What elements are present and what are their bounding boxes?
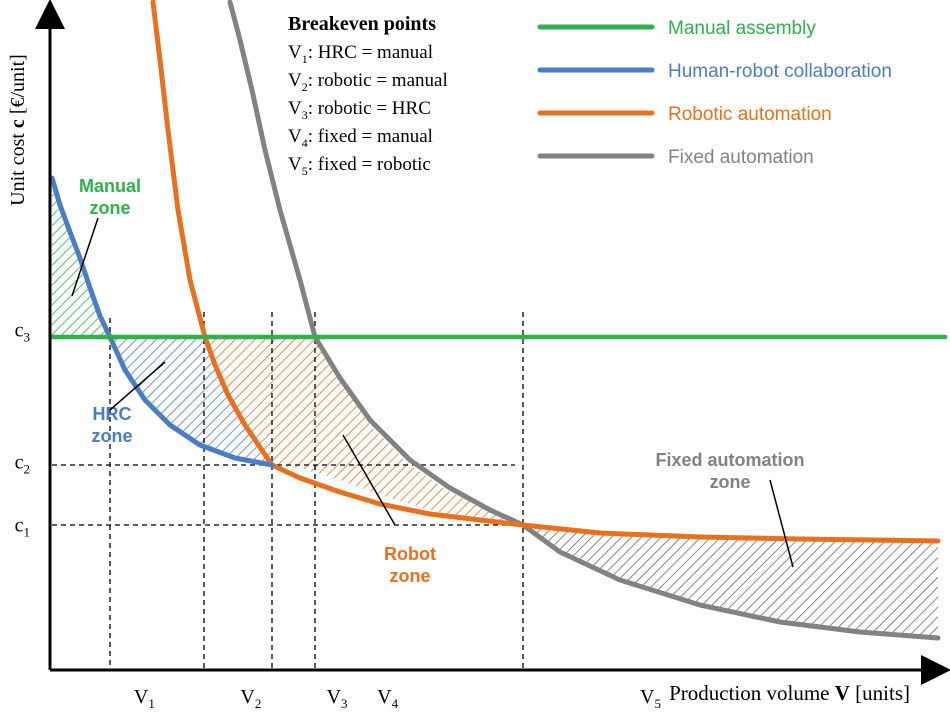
- legend-label-1: Manual assembly: [668, 18, 816, 39]
- breakeven-item-1: V1: HRC = manual: [288, 42, 433, 66]
- robot-zone-pointer: [342, 434, 396, 526]
- zone-label-2-line-2: zone: [91, 426, 132, 446]
- y-tick-label-3: c1: [15, 514, 30, 539]
- zone-label-1-line-2: zone: [89, 198, 130, 218]
- zone-pointers: [71, 217, 794, 568]
- hrc-zone-fill: [110, 337, 272, 465]
- legend-label-4: Fixed automation: [668, 147, 814, 168]
- breakeven-title: Breakeven points: [288, 13, 436, 35]
- cost-curves: [49, 0, 948, 641]
- legend: Manual assembly Human-robot collaboration…: [537, 18, 892, 168]
- zone-label-1-line-1: Manual: [79, 176, 141, 196]
- zone-fills: [52, 178, 938, 638]
- x-tick-label-3: V3: [327, 686, 348, 711]
- x-tick-label-5: V5: [640, 686, 661, 711]
- breakeven-item-3: V3: robotic = HRC: [288, 98, 431, 122]
- series-line-robotic: [150, 0, 941, 544]
- breakeven-item-5: V5: fixed = robotic: [288, 154, 431, 178]
- robot-zone-fill: [205, 337, 522, 525]
- y-tick-labels: c3 c2 c1: [15, 320, 30, 540]
- y-tick-label-2: c2: [15, 451, 30, 476]
- zone-label-3-line-1: Robot: [384, 544, 436, 564]
- x-tick-label-4: V4: [377, 686, 398, 711]
- breakeven-list: Breakeven points V1: HRC = manual V2: rob…: [288, 13, 448, 178]
- zone-label-3-line-2: zone: [389, 566, 430, 586]
- x-tick-label-1: V1: [134, 686, 155, 711]
- y-tick-label-1: c3: [15, 320, 30, 345]
- zone-label-2-line-1: HRC: [93, 404, 132, 424]
- zone-label-4-line-1: Fixed automation: [655, 450, 804, 470]
- legend-label-3: Robotic automation: [668, 104, 832, 125]
- dashed-guides: [52, 312, 524, 668]
- x-axis-label: Production volume V [units]: [669, 681, 910, 705]
- x-tick-labels: V1 V2 V3 V4 V5: [134, 686, 661, 711]
- y-axis-label: Unit cost c [€/unit]: [7, 54, 29, 206]
- fixed-zone-pointer: [769, 479, 794, 568]
- fixed-zone-fill: [522, 525, 938, 638]
- series-line-fixed: [227, 0, 941, 641]
- zone-label-4-line-2: zone: [709, 472, 750, 492]
- breakeven-item-4: V4: fixed = manual: [288, 126, 433, 150]
- hrc-zone-pointer: [109, 361, 166, 411]
- manual-zone-fill: [52, 178, 110, 337]
- x-tick-label-2: V2: [240, 686, 261, 711]
- axes: [35, 0, 950, 685]
- manual-zone-pointer: [71, 217, 99, 297]
- breakeven-item-2: V2: robotic = manual: [288, 70, 448, 94]
- legend-label-2: Human-robot collaboration: [668, 61, 892, 82]
